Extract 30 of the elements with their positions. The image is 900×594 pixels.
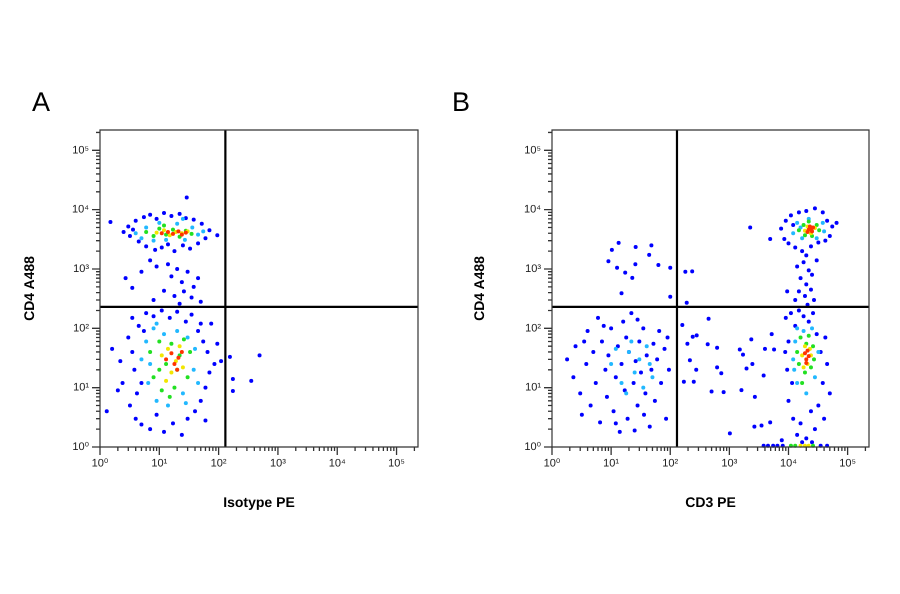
x-axis-title: Isotype PE bbox=[223, 494, 295, 510]
y-tick-label: 10¹ bbox=[525, 382, 542, 394]
y-tick-label: 10⁰ bbox=[524, 441, 542, 454]
x-tick-label: 10¹ bbox=[151, 458, 168, 470]
y-tick-label: 10⁵ bbox=[72, 144, 89, 156]
y-tick-label: 10⁵ bbox=[524, 144, 541, 156]
x-axis-title: CD3 PE bbox=[685, 494, 736, 510]
y-tick-label: 10⁰ bbox=[72, 441, 90, 454]
y-tick-label: 10³ bbox=[525, 263, 542, 276]
x-tick-label: 10³ bbox=[270, 458, 286, 470]
x-tick-label: 10⁵ bbox=[839, 458, 856, 470]
x-tick-label: 10⁴ bbox=[328, 458, 346, 470]
y-tick-label: 10⁴ bbox=[72, 204, 90, 216]
x-tick-label: 10⁰ bbox=[92, 458, 109, 470]
y-tick-label: 10⁴ bbox=[524, 204, 542, 216]
y-tick-label: 10³ bbox=[73, 263, 90, 276]
x-tick-label: 10³ bbox=[721, 458, 738, 470]
y-tick-label: 10² bbox=[525, 322, 542, 334]
y-axis-title: CD4 A488 bbox=[20, 256, 37, 321]
x-tick-label: 10⁵ bbox=[388, 458, 405, 470]
y-axis-title: CD4 A488 bbox=[470, 256, 487, 321]
y-tick-label: 10¹ bbox=[73, 382, 90, 394]
x-tick-label: 10⁰ bbox=[544, 458, 561, 470]
x-tick-label: 10⁴ bbox=[780, 458, 798, 470]
x-tick-label: 10² bbox=[210, 458, 227, 470]
chart-title: A bbox=[32, 87, 50, 117]
x-tick-label: 10² bbox=[662, 458, 679, 470]
x-tick-label: 10¹ bbox=[603, 458, 620, 470]
y-tick-label: 10² bbox=[73, 322, 90, 334]
chart-title: B bbox=[452, 87, 470, 117]
